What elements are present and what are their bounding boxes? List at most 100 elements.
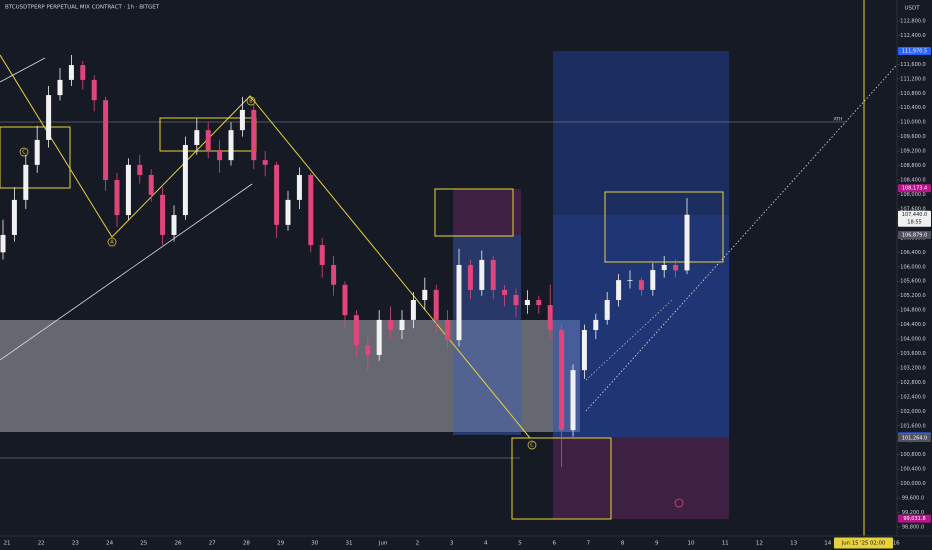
y-tick-label: 99,200.0 xyxy=(902,510,924,516)
x-tick-label: 4 xyxy=(484,541,488,547)
y-tick-label: 108,400.0 xyxy=(900,178,925,184)
x-tick-label: 31 xyxy=(346,541,353,547)
y-tick-label: 111,600.0 xyxy=(900,62,925,68)
candle-body xyxy=(194,130,200,145)
stop-zone xyxy=(453,189,521,235)
candle-body xyxy=(365,345,371,355)
target-zone xyxy=(453,235,521,435)
candle-body xyxy=(388,319,394,331)
countdown: 18:55 xyxy=(907,220,921,226)
price-label: 106,879.0 xyxy=(902,233,927,239)
candle-body xyxy=(513,294,519,306)
price-label: 99,031.8 xyxy=(903,516,925,522)
candle-body xyxy=(684,214,690,271)
candle-body xyxy=(205,130,211,151)
y-tick-label: 105,600.0 xyxy=(900,279,925,285)
x-tick-label: 16 xyxy=(893,541,900,547)
x-tick-label: 27 xyxy=(209,541,216,547)
candle-body xyxy=(422,289,428,301)
candle-body xyxy=(638,280,644,290)
candle-body xyxy=(581,330,587,371)
candle-body xyxy=(342,284,348,316)
ath-label: ATH xyxy=(834,117,843,123)
wave-circle xyxy=(246,96,256,106)
price-axis xyxy=(897,0,932,550)
y-tick-label: 104,000.0 xyxy=(900,337,925,343)
y-tick-label: 109,600.0 xyxy=(900,134,925,140)
candle-body xyxy=(57,79,63,96)
candle-body xyxy=(308,174,314,246)
box xyxy=(434,188,514,237)
candle-body xyxy=(148,174,154,195)
candle-body xyxy=(137,164,143,175)
candle-body xyxy=(262,160,268,165)
x-tick-label: 30 xyxy=(311,541,318,547)
candle-body xyxy=(524,300,530,306)
candle-body xyxy=(502,289,508,295)
candle-body xyxy=(274,164,280,225)
price-label-box xyxy=(898,46,931,55)
x-tick-label: 24 xyxy=(106,541,113,547)
x-tick-label: 13 xyxy=(790,541,797,547)
y-tick-label: 110,800.0 xyxy=(900,91,925,97)
x-tick-label: 6 xyxy=(552,541,556,547)
candle-body xyxy=(80,65,86,80)
target-zone xyxy=(553,215,729,437)
axes: 98,800.0 99,200.0 99,600.0 100,000.0 100,400… xyxy=(4,19,931,549)
x-tick-label: 7 xyxy=(587,541,591,547)
wave-label: C xyxy=(22,150,26,156)
y-tick-label: 112,800.0 xyxy=(900,19,925,25)
x-tick-label: 8 xyxy=(621,541,625,547)
drawings: C A B C ATH xyxy=(0,0,913,536)
price-label: 108,173.4 xyxy=(902,186,927,192)
candle-body xyxy=(570,370,576,431)
candle-body xyxy=(627,280,633,281)
price-label: 111,970.5 xyxy=(902,48,927,54)
x-tick-label: 12 xyxy=(756,541,763,547)
y-tick-label: 103,200.0 xyxy=(900,365,925,371)
candle-body xyxy=(182,144,188,216)
x-tick-label: 10 xyxy=(688,541,695,547)
candles xyxy=(0,54,690,468)
candle-body xyxy=(650,270,656,290)
y-tick-label: 110,000.0 xyxy=(900,120,925,126)
x-tick-label: 9 xyxy=(655,541,659,547)
target-zone xyxy=(553,51,729,215)
x-tick-label: 22 xyxy=(38,541,45,547)
x-tick-label: 3 xyxy=(450,541,454,547)
wave-label: B xyxy=(249,99,253,105)
candle-body xyxy=(34,139,40,165)
candle-body xyxy=(445,319,451,341)
y-tick-label: 106,000.0 xyxy=(900,264,925,270)
price-label-box xyxy=(898,184,931,193)
wave-circle xyxy=(527,440,537,450)
candle-body xyxy=(410,300,416,320)
x-tick-label: 26 xyxy=(175,541,182,547)
candle-body xyxy=(616,280,622,301)
candle-body xyxy=(160,194,166,235)
cursor-time: Jun 15 '25 02:00 xyxy=(841,541,886,547)
price-label: 107,440.0 xyxy=(902,212,927,218)
candle-body xyxy=(604,300,610,320)
candle-body xyxy=(285,199,291,225)
y-tick-label: 106,400.0 xyxy=(900,250,925,256)
candle-body xyxy=(456,264,462,341)
gray-zone xyxy=(0,320,580,432)
candle-body xyxy=(536,300,542,306)
y-tick-label: 102,400.0 xyxy=(900,394,925,400)
y-tick-label: 100,400.0 xyxy=(900,467,925,473)
wave-line xyxy=(0,54,531,439)
y-tick-label: 107,600.0 xyxy=(900,206,925,212)
candle-body xyxy=(467,264,473,290)
candle-body xyxy=(479,259,485,290)
dotted-line xyxy=(585,47,913,412)
candle-body xyxy=(593,319,599,331)
x-tick-label: 28 xyxy=(243,541,250,547)
stop-zone xyxy=(553,437,729,519)
y-tick-label: 108,000.0 xyxy=(900,192,925,198)
candle-body xyxy=(171,215,177,235)
trend-line xyxy=(0,57,46,83)
x-tick-label: 21 xyxy=(4,541,11,547)
wave-label: A xyxy=(110,240,114,246)
